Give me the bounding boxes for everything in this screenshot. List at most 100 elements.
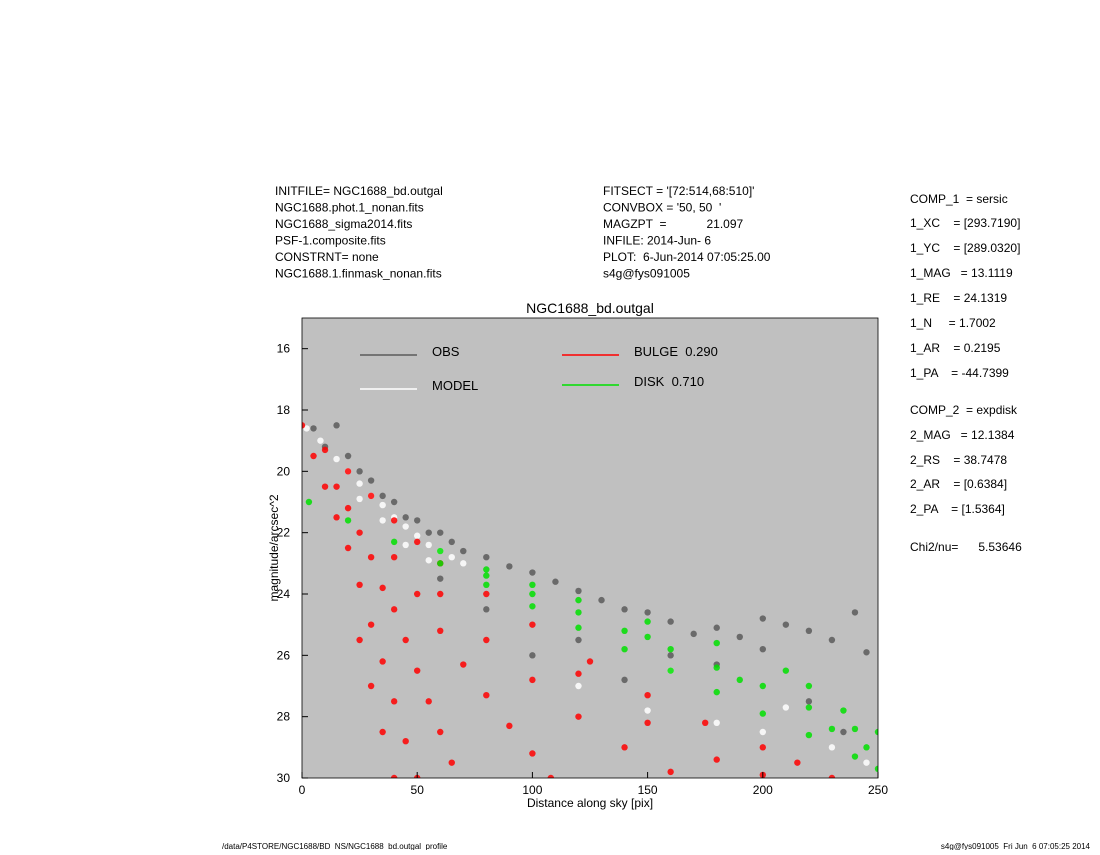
footer-right: s4g@fys091005 Fri Jun 6 07:05:25 2014 [941, 842, 1091, 850]
point [713, 639, 720, 647]
fit-parameter: 1_N = 1.7002 [910, 316, 996, 330]
point [782, 704, 790, 711]
point [506, 722, 513, 730]
header-line: NGC1688.phot.1_nonan.fits [275, 201, 424, 215]
point [379, 492, 386, 500]
point [390, 498, 398, 506]
legend-label: OBS [432, 344, 460, 359]
point [483, 572, 490, 579]
point [425, 557, 432, 564]
point [448, 554, 455, 561]
plot-background [302, 318, 878, 778]
fit-parameter: COMP_2 = expdisk [910, 403, 1018, 417]
x-tick-label: 150 [638, 783, 658, 797]
point [621, 606, 628, 613]
point [483, 554, 490, 561]
point [690, 630, 697, 638]
point [356, 480, 363, 487]
point [713, 664, 720, 671]
point [367, 477, 375, 484]
point [317, 437, 324, 444]
y-tick-label: 26 [277, 648, 291, 662]
point [437, 560, 444, 567]
point [425, 541, 432, 549]
point [667, 768, 674, 776]
plot-points [302, 422, 878, 778]
point [402, 523, 409, 530]
point [414, 517, 421, 524]
point [759, 615, 766, 622]
point [621, 676, 628, 684]
point [805, 627, 813, 634]
header-line: NGC1688_sigma2014.fits [275, 217, 412, 231]
point [390, 606, 398, 613]
point [483, 581, 490, 588]
point [736, 633, 743, 641]
point [390, 554, 398, 561]
point [851, 725, 859, 733]
x-axis-label: Distance along sky [pix] [527, 796, 653, 810]
point [367, 621, 375, 628]
point [390, 538, 398, 546]
point [333, 483, 340, 490]
fit-parameter: 1_MAG = 13.1119 [910, 266, 1013, 280]
point [529, 621, 536, 628]
point [828, 744, 836, 751]
point [414, 667, 421, 674]
point [483, 692, 490, 699]
point [828, 636, 836, 644]
point [333, 514, 340, 521]
point [437, 627, 444, 634]
point [414, 538, 421, 546]
point [529, 750, 536, 757]
header-line: FITSECT = '[72:514,68:510]' [603, 184, 754, 198]
point [644, 692, 651, 699]
point [356, 581, 363, 588]
point [460, 547, 467, 555]
point [321, 483, 329, 490]
legend-label: MODEL [432, 378, 478, 393]
point [667, 667, 674, 674]
y-tick-label: 24 [277, 587, 291, 601]
point [759, 728, 766, 736]
point [333, 455, 340, 463]
point [448, 759, 455, 766]
fit-parameter: Chi2/nu= 5.53646 [910, 540, 1022, 554]
point [575, 670, 582, 677]
point [390, 774, 398, 778]
point [805, 731, 813, 739]
header-line: s4g@fys091005 [603, 267, 690, 281]
point [367, 554, 375, 561]
point [702, 719, 709, 726]
point [310, 425, 317, 432]
legend-label: BULGE 0.290 [634, 344, 718, 359]
header-line: NGC1688.1.finmask_nonan.fits [275, 267, 442, 281]
fit-parameter: 1_XC = [293.7190] [910, 216, 1020, 230]
point [736, 676, 743, 684]
point [414, 590, 421, 598]
point [805, 682, 813, 690]
point [437, 590, 444, 598]
point [644, 609, 651, 616]
point [552, 578, 559, 585]
point [344, 468, 352, 475]
point [575, 587, 582, 595]
point [575, 609, 582, 616]
point [575, 636, 582, 644]
point [759, 646, 766, 653]
point [529, 581, 536, 588]
point [547, 774, 555, 778]
point [840, 728, 847, 736]
point [644, 719, 651, 726]
point [667, 618, 674, 625]
header-line: PSF-1.composite.fits [275, 234, 386, 248]
point [506, 563, 513, 570]
point [305, 498, 313, 506]
fit-parameter: 2_RS = 38.7478 [910, 453, 1007, 467]
point [575, 682, 582, 690]
point [356, 529, 363, 536]
point [805, 698, 813, 705]
point [529, 590, 536, 598]
footer-left: /data/P4STORE/NGC1688/BD_NS/NGC1688_bd.o… [222, 842, 448, 850]
